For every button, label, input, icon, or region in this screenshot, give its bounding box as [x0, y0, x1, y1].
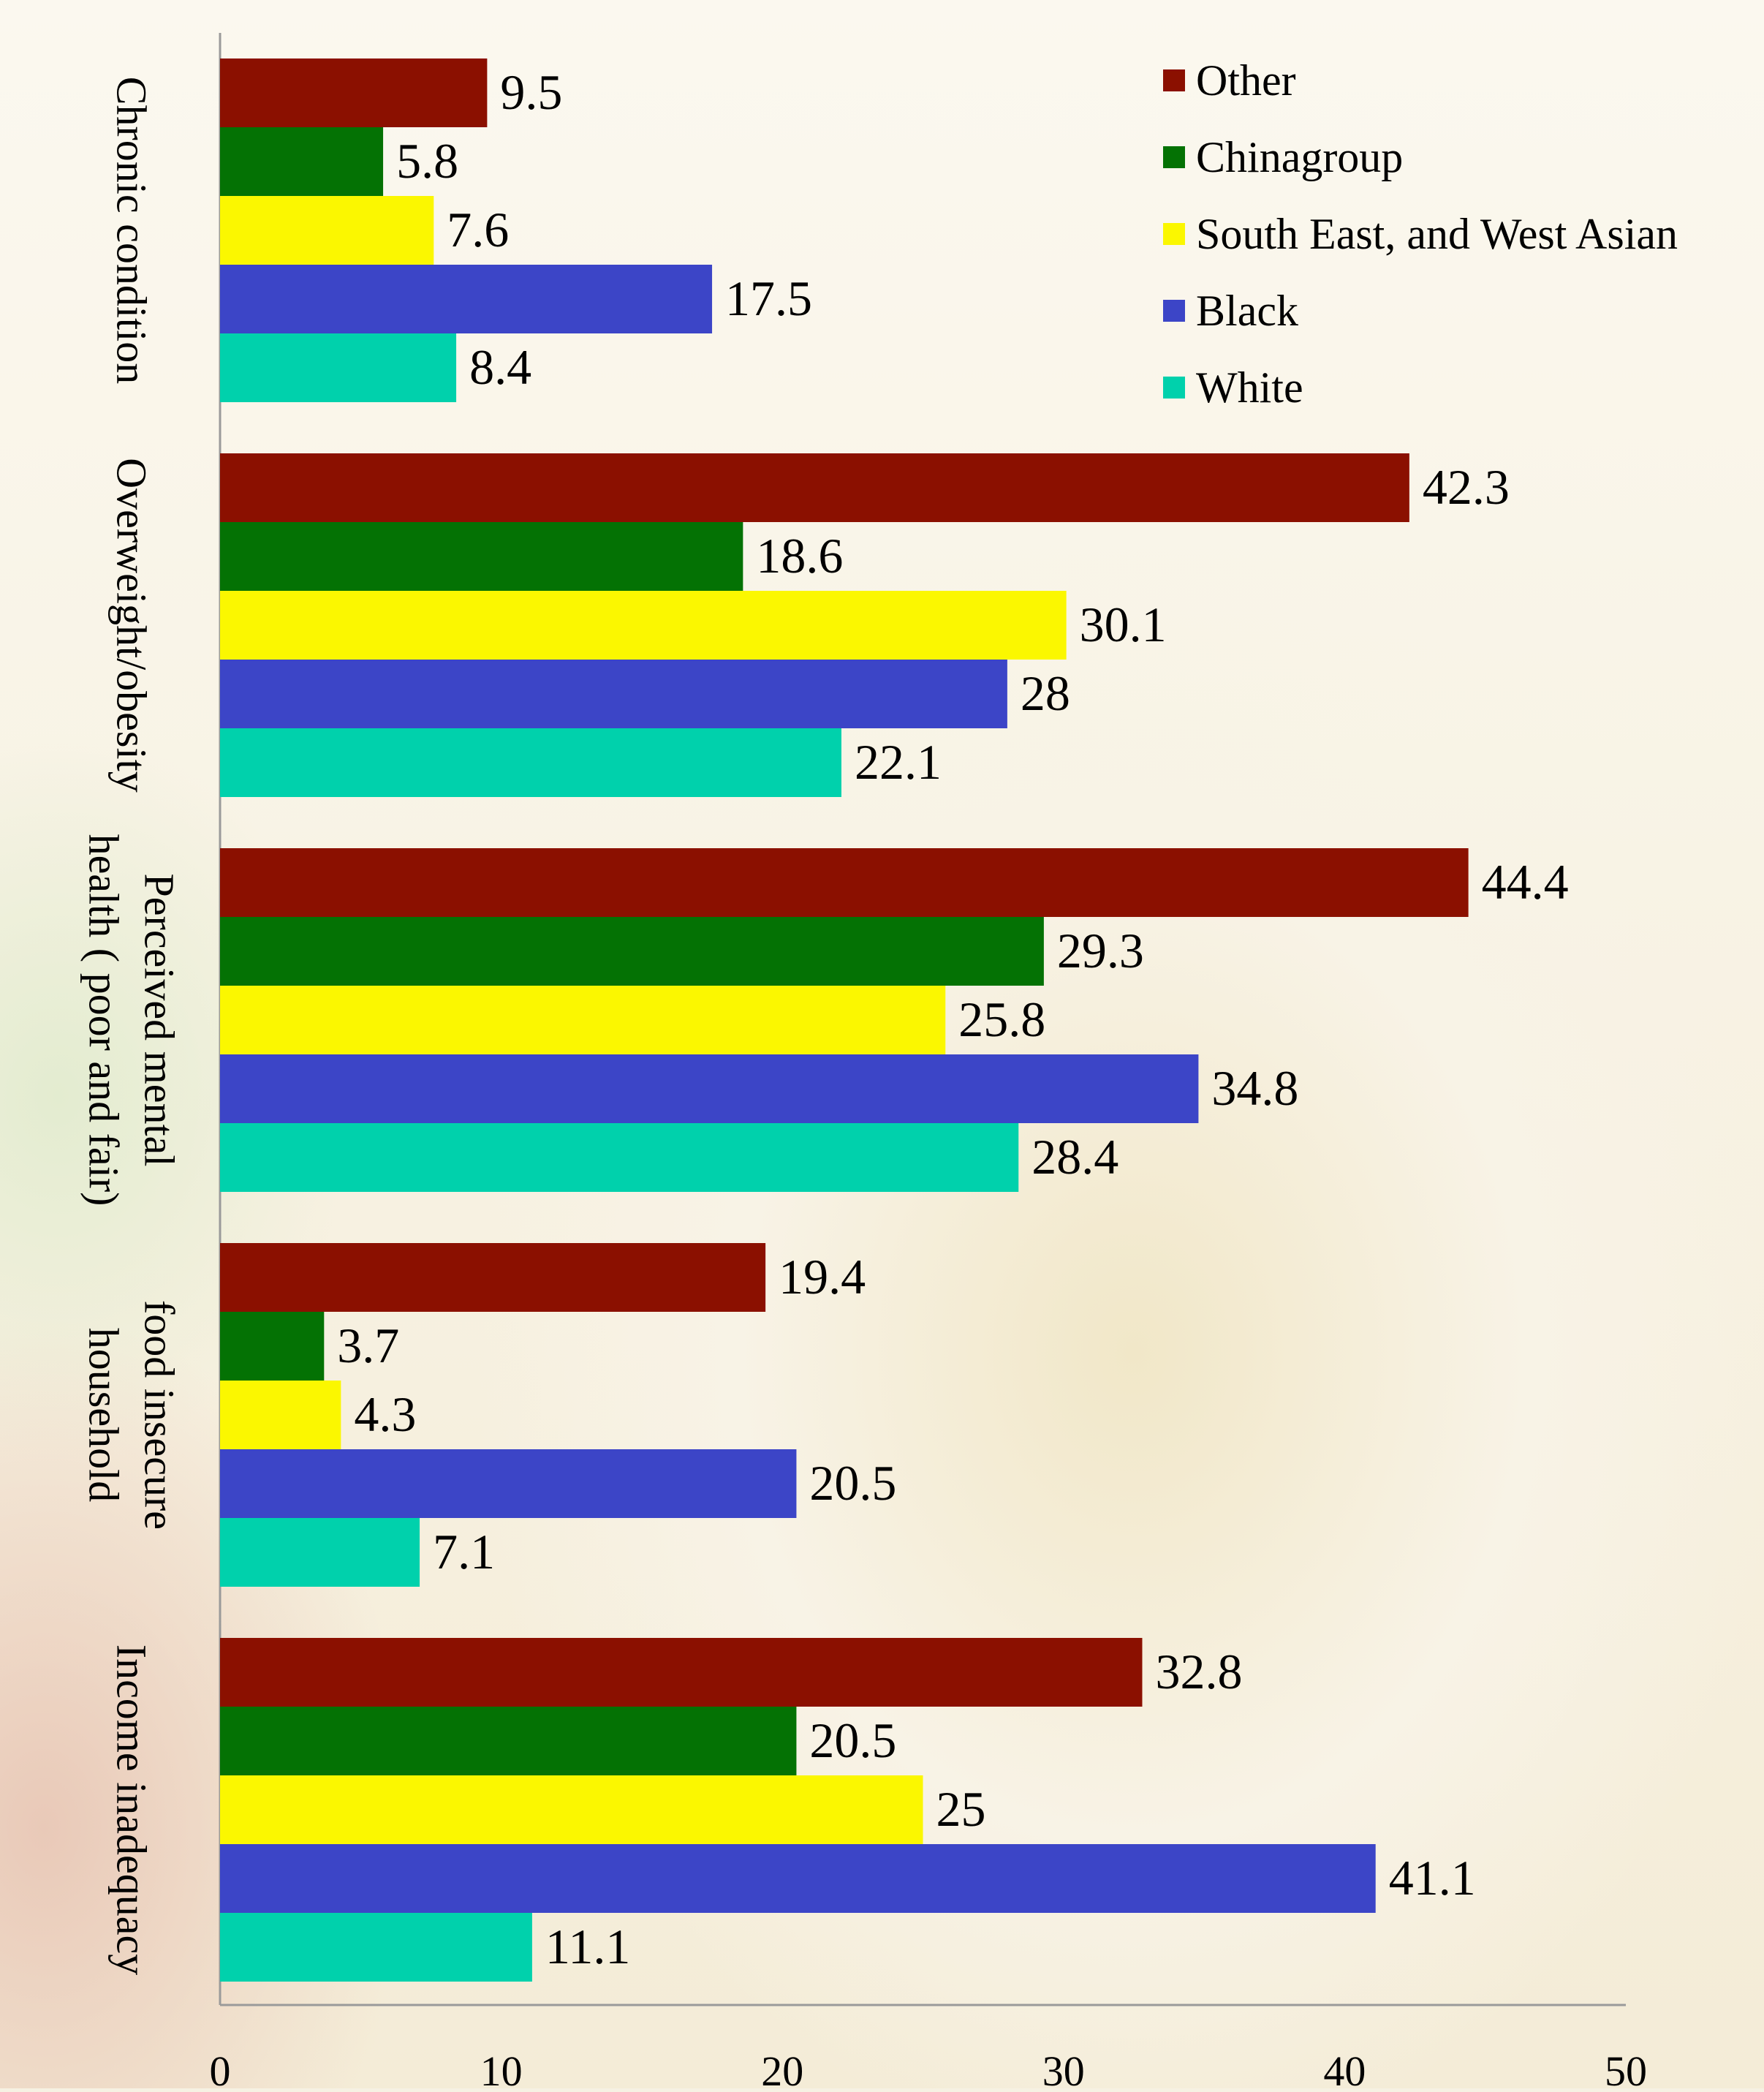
data-label: 7.1	[433, 1524, 495, 1579]
x-tick-label: 10	[480, 2047, 523, 2088]
bar-black	[220, 1054, 1199, 1123]
bar-chinagroup	[220, 522, 743, 591]
x-tick-label: 0	[210, 2047, 231, 2088]
bar-chinagroup	[220, 1707, 797, 1775]
legend-label: Black	[1196, 287, 1298, 335]
data-label: 3.7	[337, 1318, 399, 1373]
legend-swatch	[1163, 223, 1185, 245]
x-tick-label: 30	[1042, 2047, 1085, 2088]
bar-chinagroup	[220, 917, 1044, 986]
category-label: Perceived mental	[136, 874, 183, 1167]
bar-black	[220, 660, 1007, 728]
bar-chinagroup	[220, 127, 384, 196]
data-label: 32.8	[1155, 1644, 1242, 1699]
x-tick-label: 20	[761, 2047, 803, 2088]
data-label: 25	[936, 1781, 986, 1837]
data-label: 42.3	[1423, 459, 1510, 515]
bar-black	[220, 265, 713, 333]
legend-swatch	[1163, 377, 1185, 399]
data-label: 17.5	[725, 271, 812, 326]
bar-south-east-and-west-asian	[220, 196, 434, 265]
data-label: 25.8	[958, 992, 1045, 1047]
data-label: 19.4	[779, 1249, 866, 1304]
bar-black	[220, 1449, 797, 1518]
bar-other	[220, 848, 1469, 917]
data-label: 11.1	[545, 1919, 630, 1974]
legend-swatch	[1163, 146, 1185, 168]
data-label: 44.4	[1482, 854, 1569, 910]
data-label: 28.4	[1031, 1129, 1118, 1185]
data-label: 18.6	[756, 528, 843, 584]
data-label: 5.8	[396, 133, 458, 189]
category-label: Overweight/obesity	[108, 458, 156, 792]
bar-white	[220, 728, 841, 797]
bar-other	[220, 453, 1409, 522]
category-label: household	[80, 1328, 128, 1502]
data-label: 4.3	[354, 1386, 416, 1442]
bar-other	[220, 58, 488, 127]
category-label: food insecure	[136, 1300, 183, 1530]
data-label: 30.1	[1080, 597, 1167, 652]
bar-white	[220, 1123, 1019, 1192]
data-label: 34.8	[1211, 1060, 1298, 1116]
category-label: health ( poor and fair)	[80, 834, 128, 1207]
bar-other	[220, 1638, 1143, 1707]
legend-label: South East, and West Asian	[1196, 210, 1678, 258]
bar-south-east-and-west-asian	[220, 986, 946, 1054]
x-tick-label: 40	[1323, 2047, 1366, 2088]
legend-label: Chinagroup	[1196, 133, 1403, 181]
bar-black	[220, 1844, 1376, 1913]
bar-white	[220, 333, 457, 402]
x-tick-label: 50	[1605, 2047, 1647, 2088]
bar-south-east-and-west-asian	[220, 1381, 341, 1449]
bar-south-east-and-west-asian	[220, 1775, 923, 1844]
category-label: Income inadequacy	[108, 1644, 156, 1976]
bar-white	[220, 1518, 420, 1587]
bar-chinagroup	[220, 1312, 325, 1381]
bar-south-east-and-west-asian	[220, 591, 1067, 660]
legend-swatch	[1163, 69, 1185, 91]
data-label: 20.5	[809, 1713, 896, 1768]
category-label: Chronic condition	[108, 77, 156, 384]
data-label: 20.5	[809, 1455, 896, 1511]
legend-label: White	[1196, 363, 1303, 412]
bar-white	[220, 1913, 532, 1982]
data-label: 29.3	[1057, 923, 1144, 978]
legend-swatch	[1163, 300, 1185, 322]
data-label: 8.4	[469, 339, 531, 395]
data-label: 7.6	[447, 202, 509, 257]
data-label: 9.5	[500, 64, 562, 120]
bar-other	[220, 1243, 766, 1312]
data-label: 41.1	[1389, 1850, 1476, 1906]
data-label: 22.1	[855, 734, 942, 790]
data-label: 28	[1021, 665, 1070, 721]
legend-label: Other	[1196, 56, 1296, 105]
